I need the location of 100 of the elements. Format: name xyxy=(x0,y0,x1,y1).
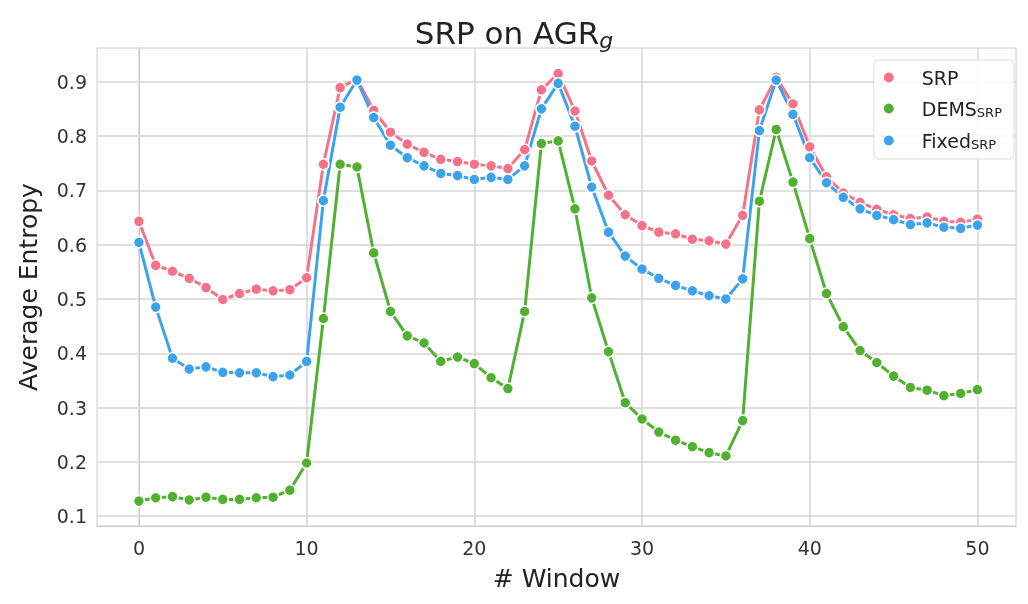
point xyxy=(434,355,448,368)
point xyxy=(468,157,481,171)
point xyxy=(367,246,380,260)
point xyxy=(602,225,615,239)
point xyxy=(333,157,347,171)
point xyxy=(199,360,213,374)
x-tick-label: 20 xyxy=(462,536,487,559)
point xyxy=(585,154,598,168)
point xyxy=(535,83,548,97)
point xyxy=(954,222,967,235)
point xyxy=(887,213,900,226)
point xyxy=(250,282,263,296)
point xyxy=(702,289,716,302)
point xyxy=(233,493,246,506)
legend-label: DEMSSRP xyxy=(921,97,1003,120)
point xyxy=(283,283,297,296)
point xyxy=(518,143,531,156)
point xyxy=(183,362,196,376)
point xyxy=(635,219,649,232)
point xyxy=(585,180,598,194)
y-tick-label: 0.9 xyxy=(56,70,87,93)
point xyxy=(451,155,464,168)
point xyxy=(283,368,297,382)
point xyxy=(652,272,666,285)
point xyxy=(551,67,565,80)
point xyxy=(283,483,297,497)
point xyxy=(937,221,951,234)
point xyxy=(619,208,632,221)
point xyxy=(266,370,280,383)
point xyxy=(484,171,498,184)
point xyxy=(937,389,951,402)
point xyxy=(417,159,431,173)
point xyxy=(535,137,548,150)
point xyxy=(199,281,213,294)
x-tick-label: 0 xyxy=(132,536,145,559)
point xyxy=(199,490,213,504)
point xyxy=(166,490,179,503)
point xyxy=(149,300,162,314)
point xyxy=(501,173,515,186)
point xyxy=(904,381,917,394)
point xyxy=(971,218,984,232)
point xyxy=(585,291,598,305)
point xyxy=(669,227,682,241)
point xyxy=(535,102,548,116)
point xyxy=(602,345,615,358)
point xyxy=(333,81,347,94)
point xyxy=(484,159,498,173)
point xyxy=(266,284,280,298)
point xyxy=(736,272,749,286)
point xyxy=(619,396,632,409)
point xyxy=(216,293,230,306)
point xyxy=(434,153,448,166)
point xyxy=(769,123,783,136)
point xyxy=(887,369,900,383)
point xyxy=(635,262,649,276)
x-tick-label: 30 xyxy=(629,536,655,559)
point xyxy=(451,169,464,182)
point xyxy=(384,125,397,139)
point xyxy=(602,188,615,202)
point xyxy=(317,157,330,171)
point xyxy=(551,134,565,148)
x-axis-title: # Window xyxy=(492,564,621,593)
point xyxy=(719,449,733,463)
point xyxy=(501,162,515,175)
point xyxy=(300,355,313,368)
y-tick-label: 0.4 xyxy=(56,342,87,365)
point xyxy=(132,236,146,249)
point xyxy=(216,493,230,506)
point xyxy=(300,271,313,285)
y-tick-label: 0.2 xyxy=(56,450,87,473)
point xyxy=(904,218,917,231)
point xyxy=(971,383,984,396)
point xyxy=(233,366,246,380)
point xyxy=(853,344,867,357)
y-tick-label: 0.6 xyxy=(56,233,87,256)
point xyxy=(719,237,733,251)
point xyxy=(853,202,867,216)
point xyxy=(333,100,347,114)
point xyxy=(870,356,884,369)
point xyxy=(719,292,733,306)
point xyxy=(686,232,699,246)
point xyxy=(753,103,766,117)
point xyxy=(551,77,565,90)
point xyxy=(183,493,196,507)
point xyxy=(786,108,800,121)
point xyxy=(434,167,448,180)
point xyxy=(401,329,414,343)
y-axis-title: Average Entropy xyxy=(14,182,43,391)
point xyxy=(468,357,481,370)
point xyxy=(216,366,230,379)
point xyxy=(317,194,330,207)
point xyxy=(417,336,431,350)
point xyxy=(300,456,313,470)
y-tick-label: 0.7 xyxy=(56,179,87,202)
point xyxy=(702,234,716,248)
point xyxy=(753,194,766,208)
point xyxy=(233,287,246,300)
point xyxy=(635,412,649,426)
point xyxy=(669,279,682,292)
x-tick-label: 50 xyxy=(965,536,990,559)
